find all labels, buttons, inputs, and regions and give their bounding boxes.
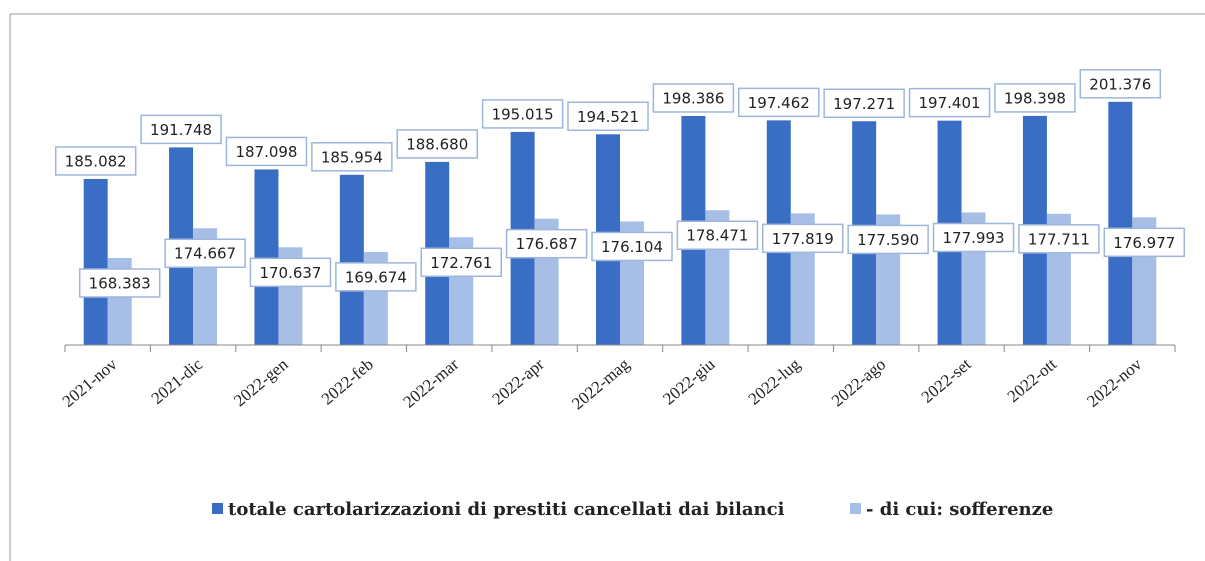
data-label: 197.271 (833, 95, 895, 113)
data-label: 201.376 (1089, 75, 1151, 93)
x-tick-label: 2022-nov (1083, 354, 1146, 411)
data-label-box (140, 114, 222, 145)
data-label-box (676, 220, 759, 250)
legend-label: - di cui: sofferenze (866, 499, 1053, 520)
data-label: 197.401 (919, 94, 981, 112)
x-tick-label: 2022-mar (399, 354, 462, 411)
data-label: 185.082 (65, 152, 127, 170)
data-label: 176.687 (516, 235, 578, 253)
data-label: 176.104 (601, 238, 663, 256)
data-label: 169.674 (345, 268, 407, 286)
data-label-box (994, 83, 1076, 113)
data-label: 168.383 (89, 274, 151, 292)
data-label: 191.748 (150, 121, 212, 139)
data-label-box (1103, 227, 1186, 258)
data-label: 176.977 (1113, 234, 1175, 252)
data-label: 194.521 (577, 108, 639, 126)
x-tick-label: 2021-nov (59, 354, 122, 411)
data-label: 198.398 (1004, 89, 1066, 107)
data-label: 174.667 (174, 245, 236, 263)
data-label-box (225, 136, 308, 167)
data-label: 177.711 (1028, 230, 1090, 248)
data-label: 188.680 (406, 135, 468, 153)
x-tick-label: 2022-giu (659, 354, 719, 408)
data-label-box (762, 223, 844, 254)
data-label: 197.462 (748, 94, 810, 112)
x-tick-label: 2022-apr (488, 354, 547, 408)
bar (339, 174, 364, 345)
data-label-box (54, 146, 137, 176)
data-label: 177.993 (943, 229, 1005, 247)
data-label: 177.819 (772, 230, 834, 248)
x-tick-label: 2022-feb (318, 355, 377, 409)
data-label-box (1079, 69, 1162, 99)
data-label-box (164, 238, 246, 268)
data-label: 187.098 (235, 143, 297, 161)
x-tick-label: 2022-lug (745, 354, 805, 408)
data-label: 170.637 (259, 264, 321, 282)
data-label-box (505, 228, 588, 259)
data-label-box (591, 231, 673, 262)
legend-label: totale cartolarizzazioni di prestiti can… (228, 499, 785, 520)
data-label: 185.954 (321, 148, 383, 166)
data-label-box (1018, 224, 1100, 254)
data-label-box (335, 262, 417, 292)
bar (1108, 101, 1133, 345)
x-tick-label: 2022-set (918, 354, 975, 406)
data-label-box (78, 268, 161, 298)
data-label-box (420, 247, 502, 278)
legend-swatch (212, 503, 223, 514)
bar (254, 169, 279, 345)
data-label-box (481, 99, 564, 129)
data-label: 172.761 (430, 254, 492, 272)
bar (83, 178, 108, 345)
data-label: 195.015 (492, 105, 554, 123)
x-tick-label: 2022-mag (568, 354, 633, 413)
x-tick-label: 2022-ago (828, 355, 889, 411)
data-label-box (249, 257, 332, 288)
data-label-box (908, 87, 991, 118)
data-label: 177.590 (857, 231, 919, 249)
data-label-box (823, 88, 905, 119)
data-label-box (847, 224, 929, 255)
data-label: 178.471 (686, 227, 748, 245)
x-tick-label: 2022-gen (230, 354, 292, 410)
x-tick-label: 2021-dic (148, 354, 207, 408)
data-label: 198.386 (662, 89, 724, 107)
data-label-box (738, 87, 820, 118)
data-label-box (396, 129, 478, 159)
data-label-box (652, 83, 735, 113)
data-label-box (932, 222, 1015, 253)
x-tick-label: 2022-ott (1004, 354, 1061, 406)
legend-swatch (850, 503, 861, 514)
data-label-box (311, 142, 393, 172)
data-label-box (567, 101, 649, 132)
